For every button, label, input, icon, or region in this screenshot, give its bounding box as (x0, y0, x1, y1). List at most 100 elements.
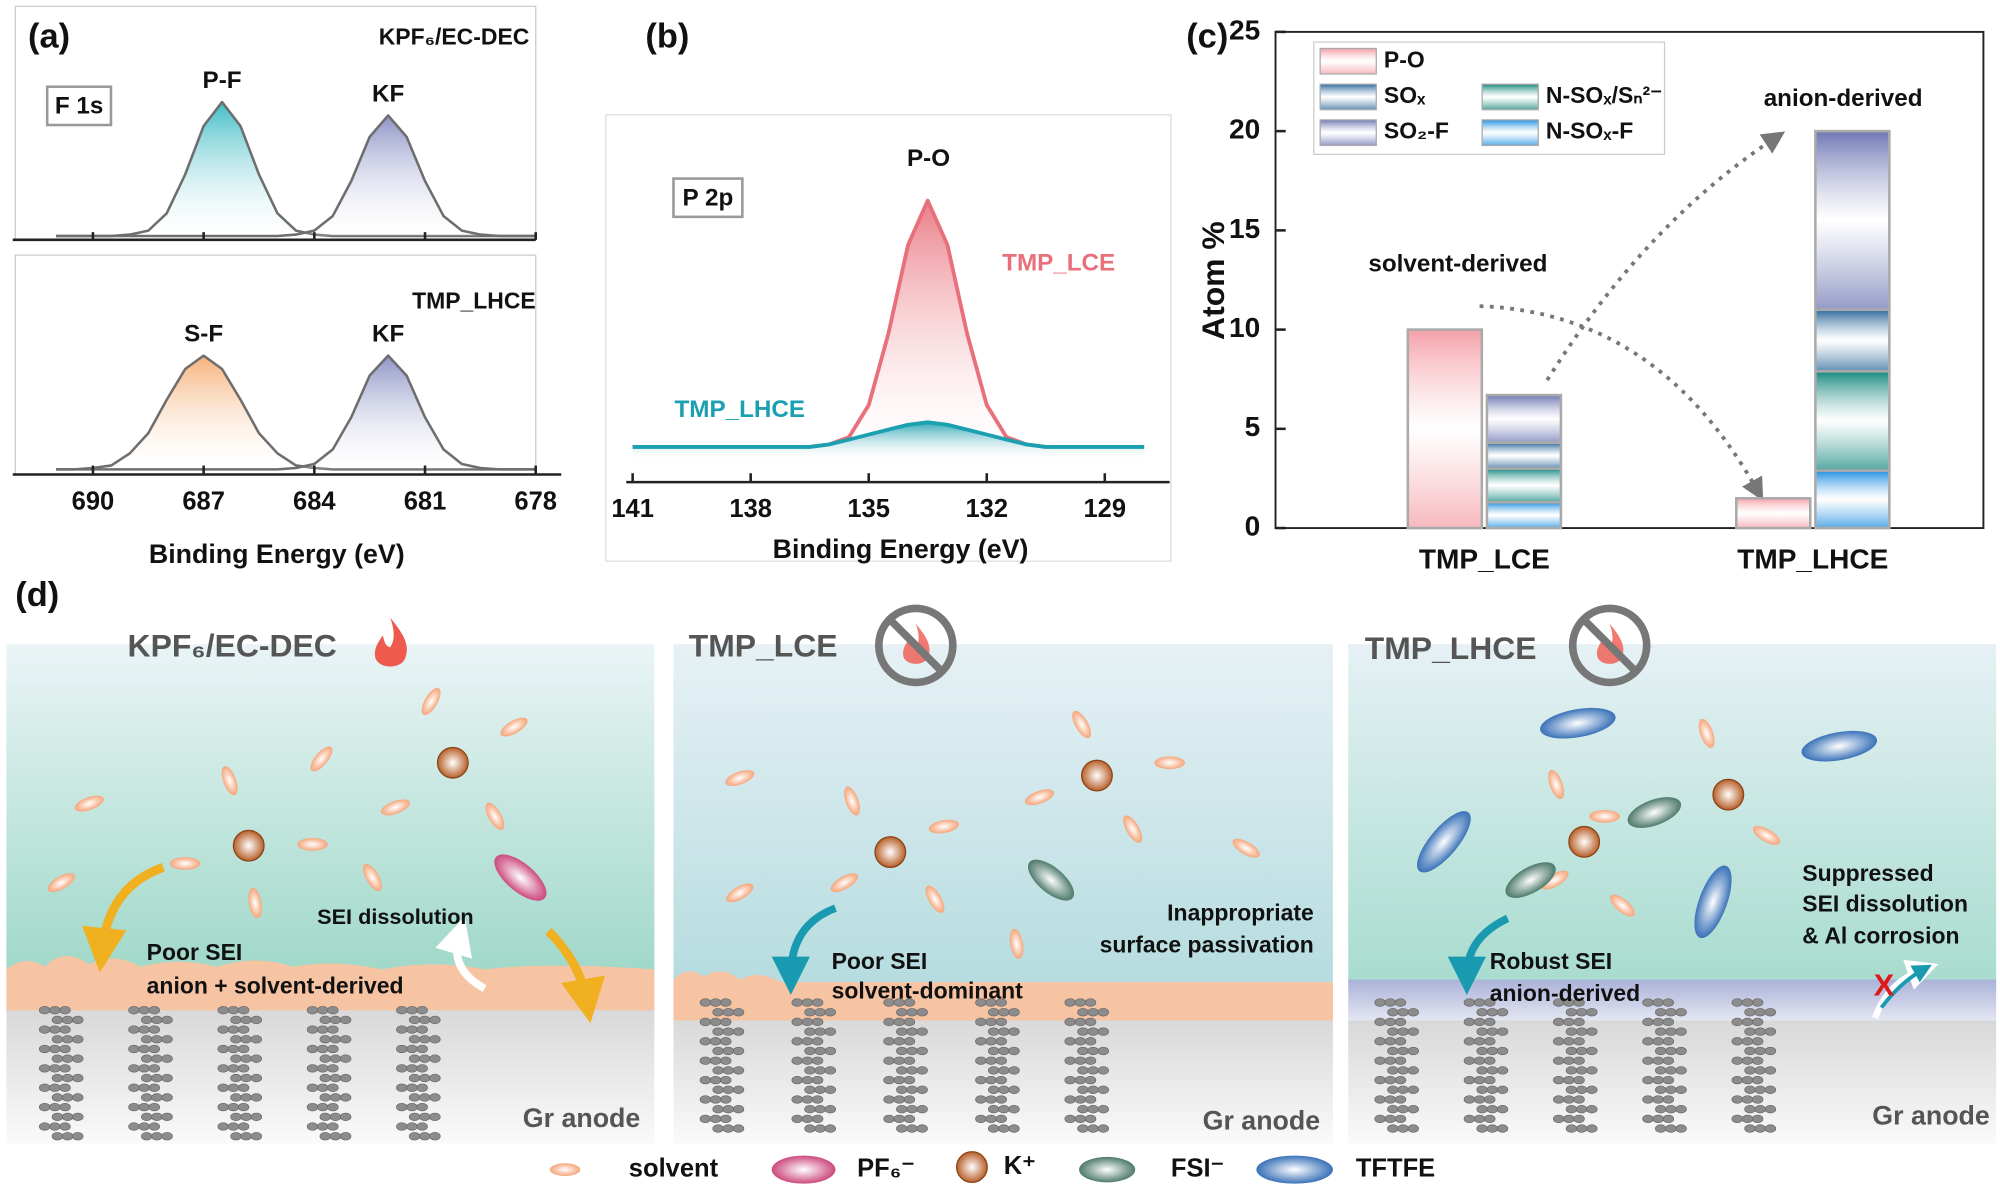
graphite (151, 1093, 163, 1102)
graphite (1394, 1075, 1407, 1085)
graphite (903, 998, 916, 1007)
graphite (1741, 1095, 1754, 1104)
graphite (72, 1112, 84, 1121)
graphite (61, 1093, 74, 1102)
graphite (240, 1015, 252, 1025)
graphite (1565, 1105, 1578, 1114)
graphite (138, 1122, 150, 1131)
graphite (1397, 1124, 1409, 1133)
solvent (248, 887, 262, 919)
graphite (1473, 998, 1486, 1007)
graphite (406, 1025, 418, 1034)
graphite (1486, 1124, 1499, 1133)
graphite (1565, 1046, 1578, 1056)
graphite (1074, 998, 1087, 1007)
graphite (227, 1006, 240, 1015)
graphite (59, 1025, 71, 1034)
graphite (1064, 1056, 1076, 1065)
legend-label: K⁺ (1004, 1152, 1036, 1180)
graphite (1387, 1124, 1399, 1133)
graphite (1084, 1037, 1097, 1046)
y-tick-label: 0 (1245, 510, 1261, 541)
arrow (1447, 914, 1510, 995)
graphite (1652, 1114, 1664, 1124)
graphite (1764, 1046, 1777, 1056)
legend-label: N-SOₓ/Sₙ²⁻ (1546, 82, 1662, 108)
electrolyte (673, 644, 1333, 983)
graphite (1374, 1037, 1386, 1046)
graphite (317, 1083, 329, 1092)
graphite (227, 1025, 240, 1034)
graphite (998, 1124, 1010, 1133)
graphite (1662, 1095, 1675, 1104)
k-ion (955, 1151, 988, 1184)
bar-segment (1814, 129, 1891, 312)
graphite (408, 1112, 421, 1121)
graphite (1486, 1066, 1499, 1075)
graphite (1655, 1124, 1667, 1133)
graphite (148, 1006, 161, 1015)
graphite (1397, 1066, 1409, 1075)
graphite (1662, 1114, 1675, 1124)
graphite (791, 1095, 803, 1104)
graphite (1407, 1046, 1419, 1056)
graphite (1374, 1017, 1386, 1027)
graphite (230, 1093, 242, 1102)
graphite (1387, 1008, 1399, 1017)
graphite (1496, 1027, 1509, 1036)
spectrum-line (632, 420, 1145, 449)
graphite (49, 1064, 61, 1073)
anode-label: Gr anode (1872, 1100, 1990, 1130)
sei (6, 955, 655, 1011)
graphite (1496, 1105, 1509, 1114)
graphite (1642, 1075, 1654, 1085)
graphite (339, 1132, 352, 1141)
graphite (339, 1035, 352, 1044)
graphite (1665, 1008, 1677, 1017)
graphite (1384, 1095, 1396, 1104)
graphite (975, 1075, 987, 1085)
graphite (1008, 1008, 1020, 1017)
graphite (975, 1114, 987, 1124)
graphite (814, 1105, 826, 1114)
graphite (1484, 1017, 1496, 1027)
graphite (722, 1085, 734, 1094)
graphite (1064, 1037, 1076, 1046)
annotation: solvent-derived (1368, 251, 1547, 278)
graphite (720, 1114, 732, 1124)
graphite (1097, 1085, 1109, 1094)
graphite (801, 1075, 814, 1085)
graphite (916, 1046, 928, 1056)
graphite (61, 1112, 74, 1121)
graphite (732, 1066, 745, 1075)
graphite (128, 1025, 140, 1034)
graphite (1486, 1085, 1499, 1094)
graphite (1484, 1056, 1496, 1065)
graphite (1573, 998, 1585, 1007)
graphite (416, 1006, 428, 1015)
graphite (1476, 1085, 1488, 1094)
graphite (1751, 1037, 1764, 1046)
graphite (906, 1008, 918, 1017)
graphite (327, 1083, 339, 1092)
graphite (1675, 1027, 1687, 1036)
solvent (1752, 826, 1781, 845)
graphite (1575, 1027, 1588, 1036)
graphite (396, 1025, 408, 1034)
graphite (824, 1008, 837, 1017)
graphite (151, 1054, 163, 1063)
graphite (1586, 1085, 1598, 1094)
graphite (339, 1112, 352, 1121)
graphite (217, 1122, 229, 1131)
graphite (1675, 1008, 1687, 1017)
solvent (1541, 870, 1569, 890)
diagram-label: SEI dissolution (1802, 891, 1968, 917)
solvent (421, 687, 441, 716)
graphite (1552, 1095, 1565, 1104)
graphite (329, 1132, 342, 1141)
graphite (712, 1027, 724, 1036)
legend-label: SOₓ (1384, 82, 1426, 108)
graphite (1097, 1008, 1109, 1017)
solvent (485, 802, 505, 830)
x-tick-label: 135 (847, 495, 890, 523)
